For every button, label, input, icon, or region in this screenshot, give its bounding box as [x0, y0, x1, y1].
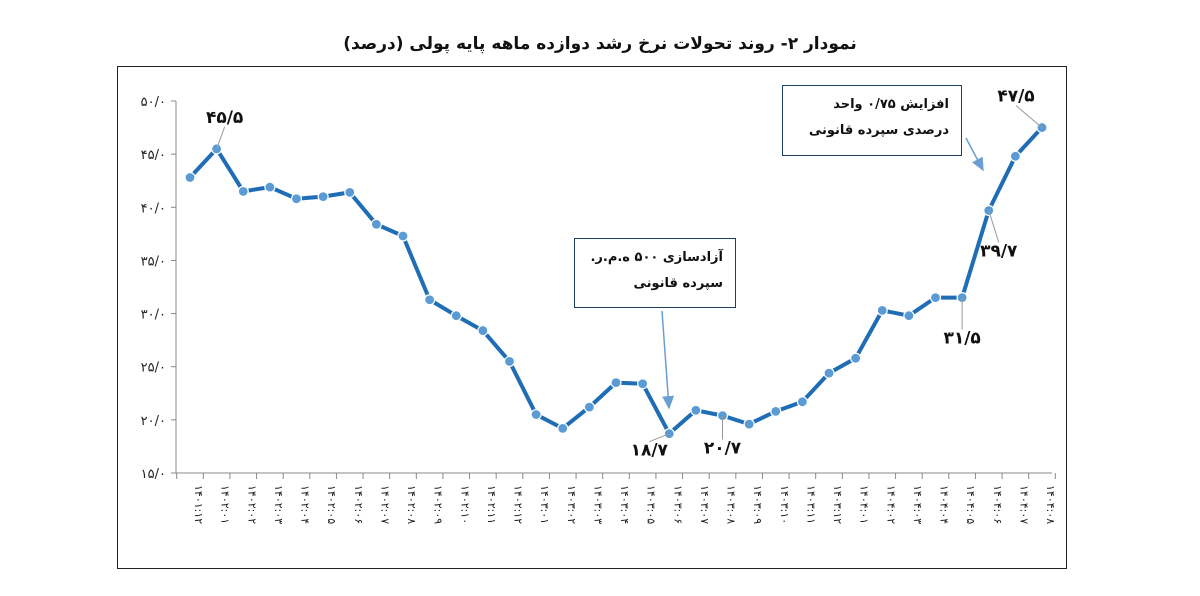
annotation-arrow — [661, 310, 675, 410]
data-point — [317, 191, 329, 203]
data-label-leader — [649, 433, 670, 443]
x-tick-label: ۱۴۰۲:۱۲ — [512, 485, 525, 524]
annotation-text: درصدی سپرده قانونی — [808, 123, 949, 138]
x-tick-label: ۱۴۰۴:۰۸ — [1044, 485, 1057, 524]
x-tick-label: ۱۴۰۳:۰۳ — [591, 485, 604, 524]
x-axis: ۱۴۰۱:۱۲ ۱۴۰۲:۰۱ ۱۴۰۲:۰۲ ۱۴۰۲:۰۳ ۱۴۰۲:۰۴ ۱۴۰۲:… — [176, 472, 1057, 524]
x-tick-label: ۱۴۰۲:۰۱ — [219, 485, 232, 524]
data-point — [583, 401, 595, 413]
x-tick-label: ۱۴۰۴:۰۲ — [884, 485, 897, 524]
data-point — [237, 185, 249, 197]
data-point — [477, 324, 489, 337]
annotation-arrows — [661, 137, 984, 410]
x-tick-label: ۱۴۰۲:۰۵ — [325, 485, 338, 524]
data-point — [344, 186, 356, 199]
data-point — [610, 377, 622, 389]
x-tick-label: ۱۴۰۲:۰۳ — [272, 485, 285, 524]
annotation-text: افزایش ۰/۷۵ واحد — [833, 97, 949, 112]
x-tick-label: ۱۴۰۴:۰۷ — [1017, 485, 1030, 524]
data-label: ۱۸/۷ — [631, 441, 669, 461]
y-tick-label: ۴۵/۰ — [141, 148, 166, 163]
data-point — [397, 230, 409, 242]
annotation-text: سپرده قانونی — [633, 276, 723, 291]
data-label-leader — [216, 126, 226, 149]
data-point — [184, 171, 196, 184]
data-point — [876, 304, 888, 316]
data-point — [370, 218, 382, 230]
y-tick-label: ۳۰/۰ — [141, 308, 166, 323]
annotation-text: آزادسازی ۵۰۰ ه.م.ر. — [590, 250, 723, 265]
x-tick-label: ۱۴۰۴:۰۱ — [858, 485, 871, 524]
x-tick-label: ۱۴۰۲:۰۴ — [299, 485, 312, 524]
series-group — [184, 121, 1048, 440]
x-tick-label: ۱۴۰۴:۰۳ — [911, 485, 924, 524]
plot-frame — [117, 66, 1067, 569]
annotation-box-release: آزادسازی ۵۰۰ ه.م.ر. سپرده قانونی — [574, 238, 736, 308]
data-label-leader — [988, 210, 1000, 243]
data-point — [450, 310, 462, 322]
x-tick-label: ۱۴۰۳:۱۰ — [778, 485, 791, 524]
data-point — [903, 310, 915, 322]
data-point — [796, 396, 808, 408]
x-tick-label: ۱۴۰۳:۰۷ — [698, 485, 711, 524]
x-tick-label: ۱۴۰۲:۰۸ — [405, 485, 418, 524]
y-tick-label: ۲۵/۰ — [141, 361, 166, 376]
x-tick-label: ۱۴۰۱:۱۲ — [192, 485, 205, 524]
data-point — [823, 367, 835, 379]
data-label: ۴۵/۵ — [206, 108, 243, 128]
data-label-leader — [1015, 105, 1043, 128]
x-tick-label: ۱۴۰۴:۰۶ — [991, 485, 1004, 524]
data-labels: ۴۵/۵ ۱۸/۷ ۲۰/۷ ۳۱/۵ ۳۹/۷ ۴۷/۵ — [206, 87, 1043, 461]
x-tick-label: ۱۴۰۳:۰۵ — [645, 485, 658, 524]
x-tick-label: ۱۴۰۲:۰۲ — [245, 485, 258, 524]
x-tick-label: ۱۴۰۲:۱۰ — [458, 485, 471, 524]
y-tick-label: ۱۵/۰ — [141, 467, 166, 482]
data-label: ۳۹/۷ — [980, 241, 1018, 261]
data-label: ۳۱/۵ — [943, 329, 980, 349]
data-point — [850, 352, 862, 364]
x-tick-label: ۱۴۰۳:۰۴ — [618, 485, 631, 524]
annotation-arrow — [965, 137, 984, 172]
x-tick-label: ۱۴۰۲:۱۱ — [485, 485, 498, 524]
x-tick-label: ۱۴۰۲:۰۶ — [352, 485, 365, 524]
data-point — [424, 294, 436, 306]
x-tick-label: ۱۴۰۳:۱۱ — [804, 485, 817, 524]
y-tick-label: ۵۰/۰ — [141, 95, 166, 110]
x-tick-label: ۱۴۰۳:۱۲ — [831, 485, 844, 524]
data-point — [264, 181, 276, 193]
chart-title: نمودار ۲- روند تحولات نرخ رشد دوازده ماه… — [343, 34, 857, 54]
y-axis: ۵۰/۰ ۴۵/۰ ۴۰/۰ ۳۵/۰ ۳۰/۰ ۲۵/۰ ۲۰/۰ ۱۵/۰ — [141, 95, 177, 482]
x-tick-label: ۱۴۰۳:۰۲ — [565, 485, 578, 524]
data-point — [1009, 150, 1021, 162]
data-point — [530, 408, 542, 421]
x-tick-label: ۱۴۰۳:۰۶ — [671, 485, 684, 524]
data-point — [743, 418, 755, 430]
data-point — [637, 378, 649, 390]
data-point — [690, 404, 702, 416]
x-tick-label: ۱۴۰۴:۰۴ — [938, 485, 951, 524]
data-point — [929, 292, 942, 304]
annotation-box-increase: افزایش ۰/۷۵ واحد درصدی سپرده قانونی — [782, 85, 962, 156]
data-label: ۲۰/۷ — [704, 439, 742, 459]
data-point — [503, 355, 516, 367]
y-tick-label: ۴۰/۰ — [141, 201, 166, 216]
x-tick-label: ۱۴۰۳:۰۹ — [751, 485, 764, 524]
y-tick-label: ۲۰/۰ — [141, 414, 166, 429]
data-label: ۴۷/۵ — [997, 87, 1034, 107]
y-tick-label: ۳۵/۰ — [141, 254, 166, 269]
x-tick-label: ۱۴۰۲:۰۹ — [432, 485, 445, 524]
x-tick-label: ۱۴۰۴:۰۵ — [964, 485, 977, 524]
x-tick-label: ۱۴۰۳:۰۱ — [538, 485, 551, 524]
x-tick-label: ۱۴۰۳:۰۸ — [725, 485, 738, 524]
data-point — [290, 193, 303, 205]
data-point — [770, 405, 782, 417]
x-tick-label: ۱۴۰۲:۰۷ — [378, 485, 391, 524]
data-point — [557, 422, 569, 434]
